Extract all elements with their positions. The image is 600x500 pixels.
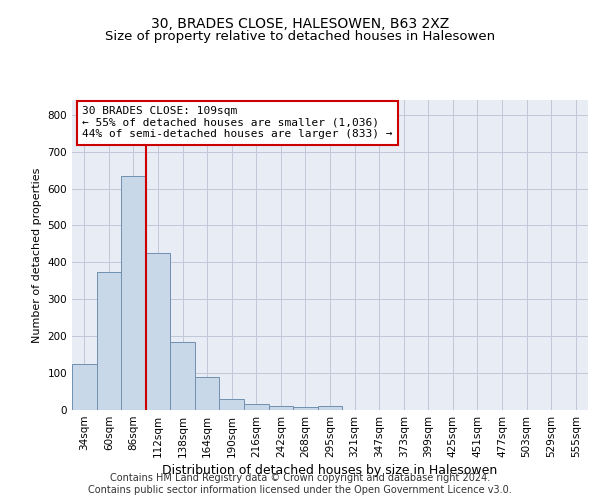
- Bar: [220, 399, 244, 410]
- Text: Contains HM Land Registry data © Crown copyright and database right 2024.
Contai: Contains HM Land Registry data © Crown c…: [88, 474, 512, 495]
- Text: Size of property relative to detached houses in Halesowen: Size of property relative to detached ho…: [105, 30, 495, 43]
- Bar: [72, 364, 97, 410]
- X-axis label: Distribution of detached houses by size in Halesowen: Distribution of detached houses by size …: [163, 464, 497, 477]
- Bar: [170, 342, 195, 410]
- Bar: [293, 408, 318, 410]
- Bar: [97, 272, 121, 410]
- Bar: [318, 406, 342, 410]
- Bar: [146, 253, 170, 410]
- Text: 30, BRADES CLOSE, HALESOWEN, B63 2XZ: 30, BRADES CLOSE, HALESOWEN, B63 2XZ: [151, 18, 449, 32]
- Y-axis label: Number of detached properties: Number of detached properties: [32, 168, 42, 342]
- Bar: [121, 176, 146, 410]
- Bar: [244, 404, 269, 410]
- Bar: [195, 377, 220, 410]
- Bar: [269, 406, 293, 410]
- Text: 30 BRADES CLOSE: 109sqm
← 55% of detached houses are smaller (1,036)
44% of semi: 30 BRADES CLOSE: 109sqm ← 55% of detache…: [82, 106, 393, 140]
